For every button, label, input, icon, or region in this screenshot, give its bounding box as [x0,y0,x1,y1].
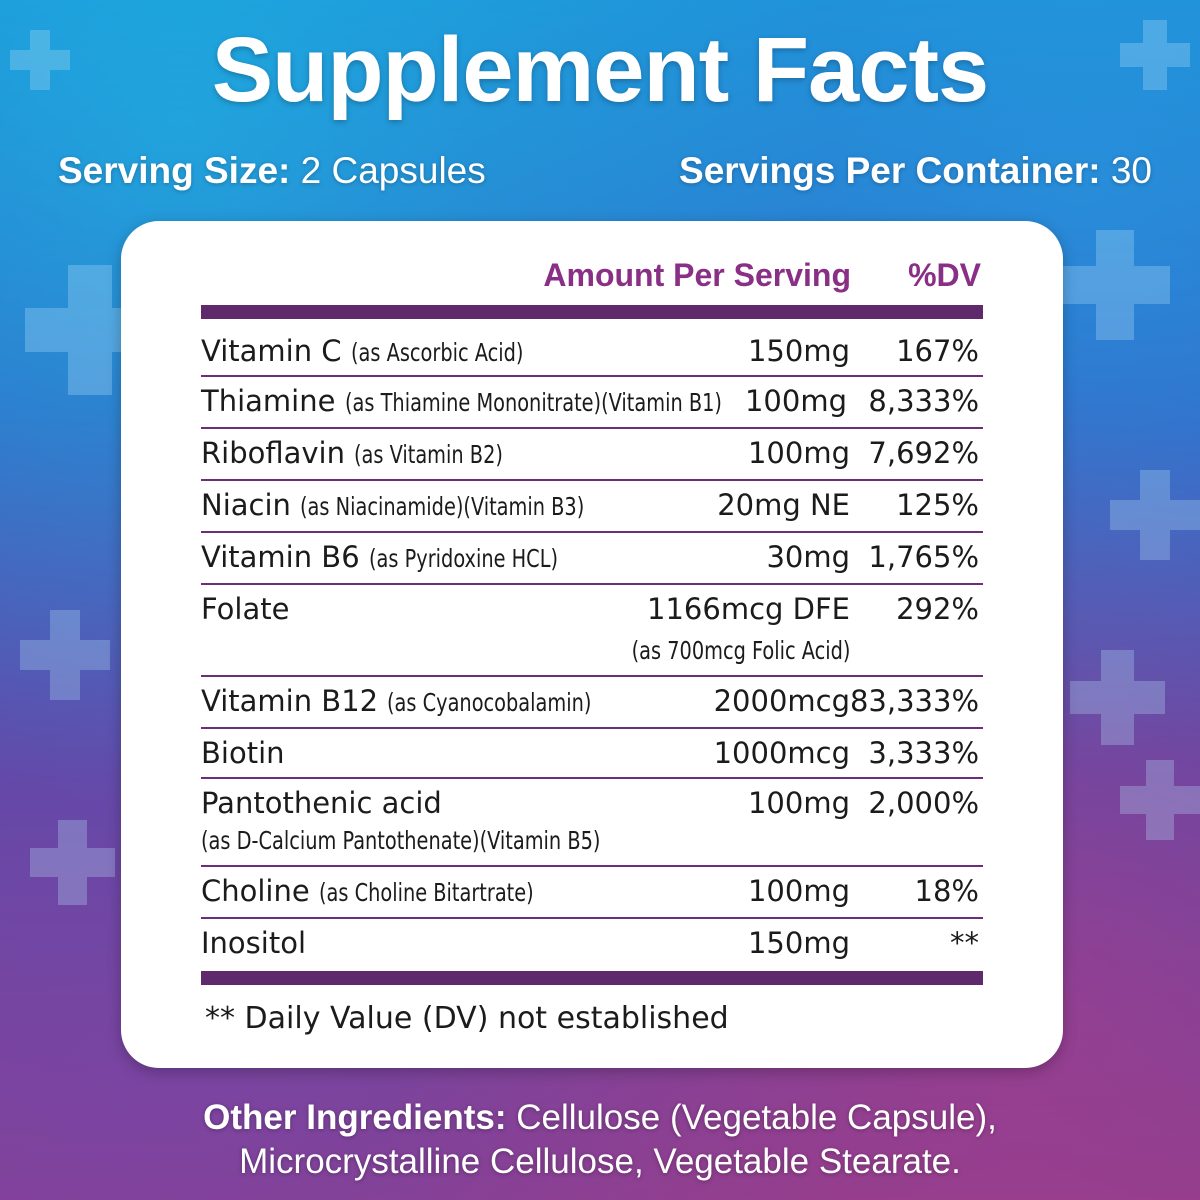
table-row: Thiamine (as Thiamine Mononitrate)(Vitam… [201,377,983,429]
nutrient-dv: 125% [896,488,979,522]
header-dv: %DV [908,257,981,293]
nutrient-amount: 100mg [747,786,850,820]
plus-icon [30,820,115,905]
nutrient-name: Riboflavin [201,436,345,470]
nutrient-amount: 100mg [744,384,847,418]
plus-icon [10,30,70,90]
nutrient-amount: 100mg [747,436,850,470]
table-row: Pantothenic acid (as D-Calcium Pantothen… [201,779,983,867]
nutrient-source: (as D-Calcium Pantothenate)(Vitamin B5) [201,826,601,855]
plus-icon [1120,20,1190,90]
footnote: ** Daily Value (DV) not established [205,1001,729,1036]
nutrient-amount: 1166mcg DFE [647,592,850,626]
nutrient-source: (as Vitamin B2) [354,440,504,469]
other-ingredients-line2: Microcrystalline Cellulose, Vegetable St… [239,1142,961,1181]
nutrient-amount: 100mg [747,874,850,908]
nutrient-name: Vitamin C [201,334,342,368]
nutrient-name: Inositol [201,926,307,960]
nutrient-name: Vitamin B6 [201,540,360,574]
table-row: Biotin 1000mcg 3,333% [201,729,983,779]
nutrient-dv: 7,692% [868,436,979,470]
supplement-facts-card: Amount Per Serving %DV Vitamin C (as Asc… [121,221,1063,1068]
top-divider-bar [201,305,983,319]
servings-per-container: Servings Per Container: 30 [679,150,1152,192]
table-row: Vitamin B6 (as Pyridoxine HCL) 30mg 1,76… [201,533,983,585]
nutrient-source: (as Thiamine Mononitrate)(Vitamin B1) [344,388,722,417]
plus-icon [20,610,110,700]
table-row: Vitamin B12 (as Cyanocobalamin) 2000mcg … [201,677,983,729]
nutrient-name: Pantothenic acid [201,786,442,820]
table-row: Niacin (as Niacinamide)(Vitamin B3) 20mg… [201,481,983,533]
plus-icon [1110,470,1200,560]
servings-per-container-value: 30 [1110,150,1152,191]
nutrient-amount: 150mg [747,334,850,368]
serving-size-label: Serving Size: [58,150,291,191]
nutrient-dv: ** [950,926,979,960]
other-ingredients-text: Cellulose (Vegetable Capsule), [516,1098,997,1137]
page-title: Supplement Facts [211,19,989,121]
nutrient-source: (as Niacinamide)(Vitamin B3) [300,492,585,521]
nutrient-amount: 30mg [766,540,850,574]
nutrient-source: (as Choline Bitartrate) [318,878,534,907]
nutrient-dv: 18% [914,874,979,908]
nutrient-name: Vitamin B12 [201,684,379,718]
nutrient-dv: 8,333% [868,384,979,418]
nutrient-name: Thiamine [201,384,336,418]
table-row: Inositol 150mg ** [201,919,983,967]
nutrient-dv: 292% [896,592,979,626]
servings-per-container-label: Servings Per Container: [679,150,1101,191]
table-row: Vitamin C (as Ascorbic Acid) 150mg 167% [201,327,983,377]
nutrient-name: Folate [201,592,290,626]
bottom-divider-bar [201,971,983,985]
nutrient-dv: 3,333% [868,736,979,770]
plus-icon [1070,650,1165,745]
nutrient-dv: 167% [896,334,979,368]
nutrient-amount: 150mg [747,926,850,960]
other-ingredients-label: Other Ingredients: [203,1098,507,1137]
nutrient-amount: 2000mcg [713,684,850,718]
nutrient-dv: 1,765% [868,540,979,574]
nutrient-dv: 2,000% [868,786,979,820]
plus-icon [1120,760,1200,840]
nutrient-amount-note: (as 700mcg Folic Acid) [631,636,850,665]
table-row: Folate 1166mcg DFE (as 700mcg Folic Acid… [201,585,983,677]
serving-size: Serving Size: 2 Capsules [58,150,486,192]
nutrient-name: Choline [201,874,310,908]
serving-size-value: 2 Capsules [300,150,486,191]
nutrient-amount: 1000mcg [713,736,850,770]
nutrient-name: Niacin [201,488,291,522]
nutrient-dv: 83,333% [849,684,979,718]
table-row: Choline (as Choline Bitartrate) 100mg 18… [201,867,983,919]
nutrient-source: (as Cyanocobalamin) [387,688,592,717]
other-ingredients-line1: Other Ingredients: Cellulose (Vegetable … [0,1098,1200,1138]
nutrient-amount: 20mg NE [717,488,850,522]
table-row: Riboflavin (as Vitamin B2) 100mg 7,692% [201,429,983,481]
nutrient-name: Biotin [201,736,285,770]
header-amount-per-serving: Amount Per Serving [543,257,851,293]
nutrient-source: (as Ascorbic Acid) [350,338,524,367]
nutrient-source: (as Pyridoxine HCL) [368,544,558,573]
plus-icon [1060,230,1170,340]
